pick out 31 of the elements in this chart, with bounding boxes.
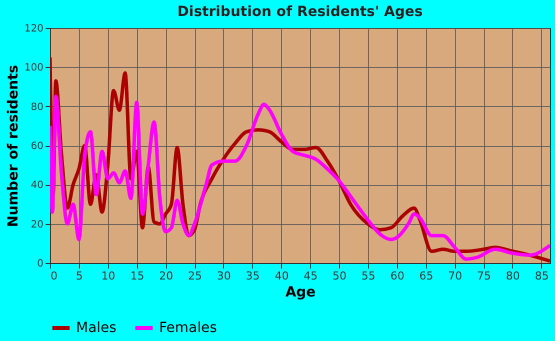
- x-tick-label: 5: [76, 270, 83, 282]
- x-tick-label: 25: [188, 270, 202, 282]
- x-tick-label: 60: [390, 270, 404, 282]
- x-tick-label: 65: [419, 270, 434, 282]
- y-tick-label: 0: [37, 258, 44, 270]
- x-tick-label: 15: [130, 270, 144, 282]
- x-tick-label: 80: [506, 270, 520, 282]
- y-tick-label: 100: [24, 62, 44, 74]
- chart-title: Distribution of Residents' Ages: [177, 4, 423, 20]
- y-tick-label: 60: [30, 141, 44, 152]
- y-tick-label: 80: [30, 102, 44, 113]
- x-tick-label: 75: [477, 270, 492, 282]
- y-tick-label: 20: [30, 219, 44, 230]
- x-axis-title: Age: [285, 284, 316, 300]
- x-tick-label: 20: [159, 270, 174, 282]
- x-tick-label: 40: [274, 270, 289, 282]
- legend-label: Females: [159, 320, 217, 336]
- x-tick-label: 50: [332, 270, 347, 282]
- x-tick-label: 35: [246, 270, 260, 282]
- y-tick-label: 120: [24, 24, 44, 34]
- line-series: [50, 94, 550, 261]
- x-tick-label: 10: [101, 270, 116, 282]
- x-tick-label: 45: [304, 270, 318, 282]
- x-tick-label: 30: [216, 270, 231, 282]
- x-tick-label: 85: [534, 270, 549, 282]
- x-tick-label: 55: [361, 270, 376, 282]
- legend-label: Males: [76, 320, 116, 336]
- x-tick-label: 70: [448, 270, 462, 282]
- y-tick-label: 40: [30, 180, 44, 192]
- y-axis-title: Number of residents: [5, 64, 22, 228]
- x-tick-label: 0: [50, 270, 58, 282]
